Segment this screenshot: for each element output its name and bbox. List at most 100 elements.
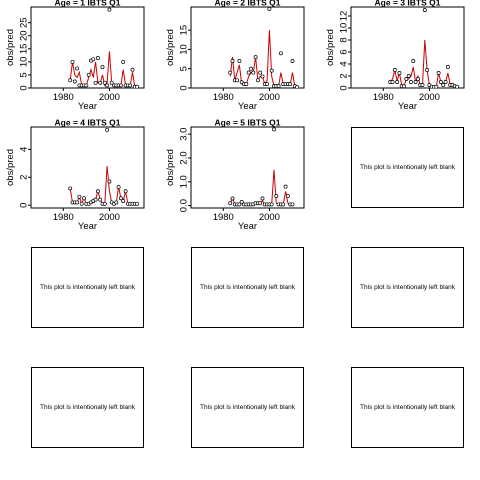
plot-area xyxy=(68,127,140,206)
x-axis-label: Year xyxy=(398,101,417,112)
x-tick-label: 1980 xyxy=(373,92,394,103)
observed-point xyxy=(100,65,105,70)
y-tick-label: 5 xyxy=(19,72,30,77)
observed-point xyxy=(267,7,272,11)
observed-point xyxy=(246,70,251,75)
observed-point xyxy=(237,202,242,207)
plot-area xyxy=(68,7,140,88)
blank-panel-4: This plot is intentionally left blank xyxy=(351,247,464,328)
x-axis-label: Year xyxy=(78,101,97,112)
y-tick-label: 15 xyxy=(179,25,190,36)
blank-panel-text: This plot is intentionally left blank xyxy=(359,284,456,291)
blank-panel-text: This plot is intentionally left blank xyxy=(39,284,136,291)
observed-point xyxy=(79,201,84,206)
predicted-line xyxy=(229,30,298,88)
blank-panel-7: This plot is intentionally left blank xyxy=(351,367,464,448)
y-tick-label: 0 xyxy=(19,203,30,208)
observed-point xyxy=(95,189,100,194)
y-tick-label: 0 xyxy=(339,85,350,90)
observed-point xyxy=(443,80,448,84)
y-tick-label: 25 xyxy=(19,17,30,28)
observed-point xyxy=(251,70,256,75)
chart-title: Age = 3 IBTS Q1 xyxy=(375,0,441,8)
observed-point xyxy=(109,80,114,85)
blank-panel-5: This plot is intentionally left blank xyxy=(31,367,144,448)
plot-area xyxy=(228,127,295,207)
x-tick-label: 1980 xyxy=(53,92,74,103)
plot-frame xyxy=(190,126,305,209)
observed-point xyxy=(425,68,430,72)
observed-point xyxy=(436,71,441,75)
observed-point xyxy=(295,85,300,88)
y-tick-label: 3.0 xyxy=(179,128,190,141)
observed-point xyxy=(390,80,395,84)
observed-point xyxy=(434,84,439,88)
observed-point xyxy=(116,185,121,190)
observed-point xyxy=(269,68,274,73)
observed-point xyxy=(422,8,427,12)
x-tick-label: 2000 xyxy=(99,212,120,223)
observed-point xyxy=(239,200,244,204)
x-tick-label: 2000 xyxy=(419,92,440,103)
x-axis-label: Year xyxy=(78,221,97,232)
observed-point xyxy=(123,189,128,194)
y-axis-label: obs/pred xyxy=(325,29,336,66)
observed-point xyxy=(281,202,286,207)
observed-point xyxy=(107,179,112,184)
observed-point xyxy=(415,77,420,81)
observed-point xyxy=(130,67,135,72)
observed-point xyxy=(409,80,413,84)
observed-point xyxy=(420,83,425,87)
plot-frame xyxy=(350,6,465,89)
observed-point xyxy=(445,65,450,69)
chart-title: Age = 4 IBTS Q1 xyxy=(55,118,121,128)
observed-point xyxy=(258,201,263,206)
observed-point xyxy=(438,80,443,84)
observed-point xyxy=(135,84,140,88)
observed-point xyxy=(75,66,80,71)
plot-frame xyxy=(190,6,305,89)
observed-point xyxy=(84,83,89,88)
y-tick-label: 4 xyxy=(19,147,30,152)
plot-frame xyxy=(30,6,145,89)
y-tick-label: 2.0 xyxy=(179,151,190,164)
observed-point xyxy=(237,59,242,63)
observed-point xyxy=(269,202,274,207)
observed-point xyxy=(121,199,126,203)
observed-point xyxy=(98,80,103,85)
blank-panel-2: This plot is intentionally left blank xyxy=(31,247,144,328)
observed-point xyxy=(265,82,270,87)
observed-point xyxy=(114,200,119,205)
plot-area xyxy=(228,7,300,88)
predicted-line xyxy=(389,39,458,88)
observed-point xyxy=(288,82,293,87)
y-tick-label: 12 xyxy=(339,11,350,22)
y-tick-label: 8 xyxy=(339,37,350,42)
x-tick-label: 2000 xyxy=(259,92,280,103)
chart-title: Age = 1 IBTS Q1 xyxy=(55,0,121,8)
observed-point xyxy=(105,83,110,88)
y-tick-label: 10 xyxy=(179,44,190,55)
observed-point xyxy=(68,186,73,191)
blank-panel-text: This plot is intentionally left blank xyxy=(199,284,296,291)
y-tick-label: 0 xyxy=(19,85,30,90)
observed-point xyxy=(411,59,416,63)
blank-panel-text: This plot is intentionally left blank xyxy=(359,404,456,411)
plot-frame xyxy=(30,126,145,209)
observed-point xyxy=(228,201,233,206)
observed-point xyxy=(107,7,112,12)
observed-point xyxy=(413,80,418,84)
y-tick-label: 0.0 xyxy=(179,199,190,212)
blank-panel-6: This plot is intentionally left blank xyxy=(191,367,304,448)
y-tick-label: 2 xyxy=(19,175,30,180)
observed-point xyxy=(272,127,276,132)
y-tick-label: 1.0 xyxy=(179,175,190,188)
observed-point xyxy=(258,70,263,75)
y-tick-label: 10 xyxy=(339,23,350,34)
observed-point xyxy=(455,84,460,88)
x-tick-label: 1980 xyxy=(53,212,74,223)
observed-point xyxy=(406,74,411,78)
observed-point xyxy=(135,201,140,206)
chart-title: Age = 5 IBTS Q1 xyxy=(215,118,281,128)
